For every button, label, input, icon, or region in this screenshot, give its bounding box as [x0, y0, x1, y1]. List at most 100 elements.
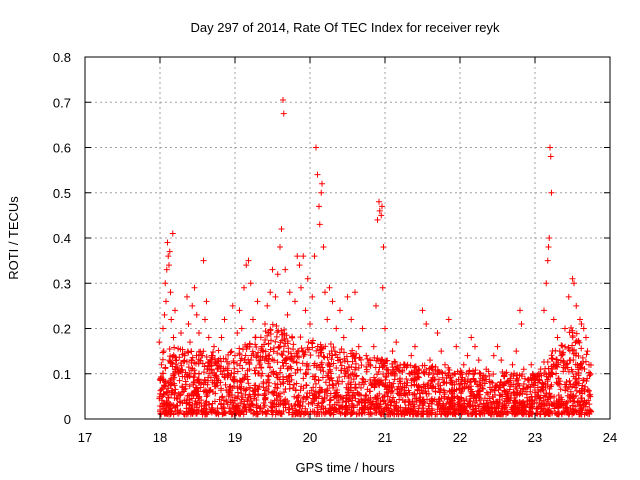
y-tick-label: 0.7 — [53, 95, 71, 110]
data-point — [521, 375, 528, 382]
data-point — [265, 373, 272, 380]
data-point — [198, 380, 205, 387]
data-point — [419, 307, 426, 314]
y-tick-label: 0.1 — [53, 367, 71, 382]
data-point — [494, 343, 501, 350]
data-point — [273, 333, 280, 340]
data-point — [207, 374, 214, 381]
data-point — [171, 382, 178, 389]
data-point — [487, 389, 494, 396]
data-point — [322, 379, 329, 386]
data-point — [263, 386, 270, 393]
data-point — [479, 375, 486, 382]
data-point — [219, 393, 226, 400]
data-point — [335, 380, 342, 387]
data-point — [490, 398, 497, 405]
data-point — [262, 337, 269, 344]
data-point — [583, 334, 589, 341]
data-point — [338, 345, 345, 352]
data-point — [558, 402, 565, 409]
data-point — [187, 339, 193, 346]
data-point — [389, 364, 396, 371]
data-point — [168, 316, 175, 323]
x-tick-label: 23 — [528, 430, 542, 445]
data-point — [367, 362, 374, 369]
axis-ticks: 17 18 19 20 21 22 23 24 0 0.1 0.2 0.3 0.4 0.5 0.6 0.7 0.… — [53, 50, 617, 445]
data-point — [374, 395, 381, 402]
data-point — [479, 385, 486, 392]
data-point — [527, 410, 534, 417]
data-point — [502, 370, 508, 377]
data-point — [501, 397, 508, 404]
data-point — [572, 361, 579, 368]
data-point — [488, 405, 495, 412]
data-point — [274, 374, 281, 381]
data-point — [456, 403, 463, 410]
data-point — [280, 96, 286, 103]
data-point — [218, 385, 225, 392]
data-point — [324, 392, 331, 399]
data-point — [493, 383, 500, 390]
data-point — [179, 384, 186, 391]
data-point — [511, 398, 518, 405]
data-point — [177, 360, 184, 367]
data-point — [162, 365, 169, 372]
data-point — [457, 367, 464, 374]
data-point — [354, 389, 361, 396]
x-tick-label: 18 — [153, 430, 167, 445]
data-point — [488, 379, 495, 386]
data-point — [172, 368, 179, 375]
data-point — [427, 382, 434, 389]
data-point — [529, 405, 536, 412]
data-points — [156, 96, 595, 418]
data-point — [287, 363, 294, 370]
data-point — [393, 339, 400, 346]
data-point — [586, 401, 593, 408]
data-point — [315, 376, 322, 383]
data-point — [518, 373, 525, 380]
data-point — [576, 399, 583, 406]
data-point — [299, 360, 306, 367]
data-point — [361, 396, 368, 403]
data-point — [473, 410, 480, 417]
data-point — [295, 397, 302, 404]
data-point — [265, 360, 272, 367]
data-point — [558, 352, 565, 359]
data-point — [401, 409, 408, 416]
data-point — [261, 357, 268, 364]
data-point — [400, 361, 407, 368]
data-point — [162, 280, 169, 287]
data-point — [412, 395, 419, 402]
data-point — [324, 372, 331, 379]
data-point — [543, 389, 550, 396]
data-point — [458, 380, 465, 387]
data-point — [339, 404, 346, 411]
data-point — [218, 358, 225, 365]
data-point — [481, 404, 488, 411]
data-point — [408, 382, 415, 389]
data-point — [483, 376, 490, 383]
data-point — [475, 357, 482, 364]
data-point — [214, 366, 221, 373]
data-point — [376, 198, 382, 205]
data-point — [240, 386, 247, 393]
data-point — [230, 376, 237, 383]
data-point — [272, 293, 279, 300]
data-point — [348, 410, 355, 417]
data-point — [313, 394, 320, 401]
data-point — [180, 388, 187, 395]
data-point — [349, 409, 356, 416]
data-point — [275, 391, 282, 398]
data-point — [327, 390, 334, 397]
data-point — [238, 396, 245, 403]
data-point — [222, 374, 229, 381]
data-point — [350, 351, 357, 358]
data-point — [267, 346, 274, 353]
grid-lines — [85, 57, 610, 419]
data-point — [189, 302, 196, 309]
data-point — [333, 365, 340, 372]
data-point — [463, 370, 470, 377]
data-point — [272, 384, 279, 391]
x-tick-label: 24 — [603, 430, 617, 445]
data-point — [326, 361, 333, 368]
